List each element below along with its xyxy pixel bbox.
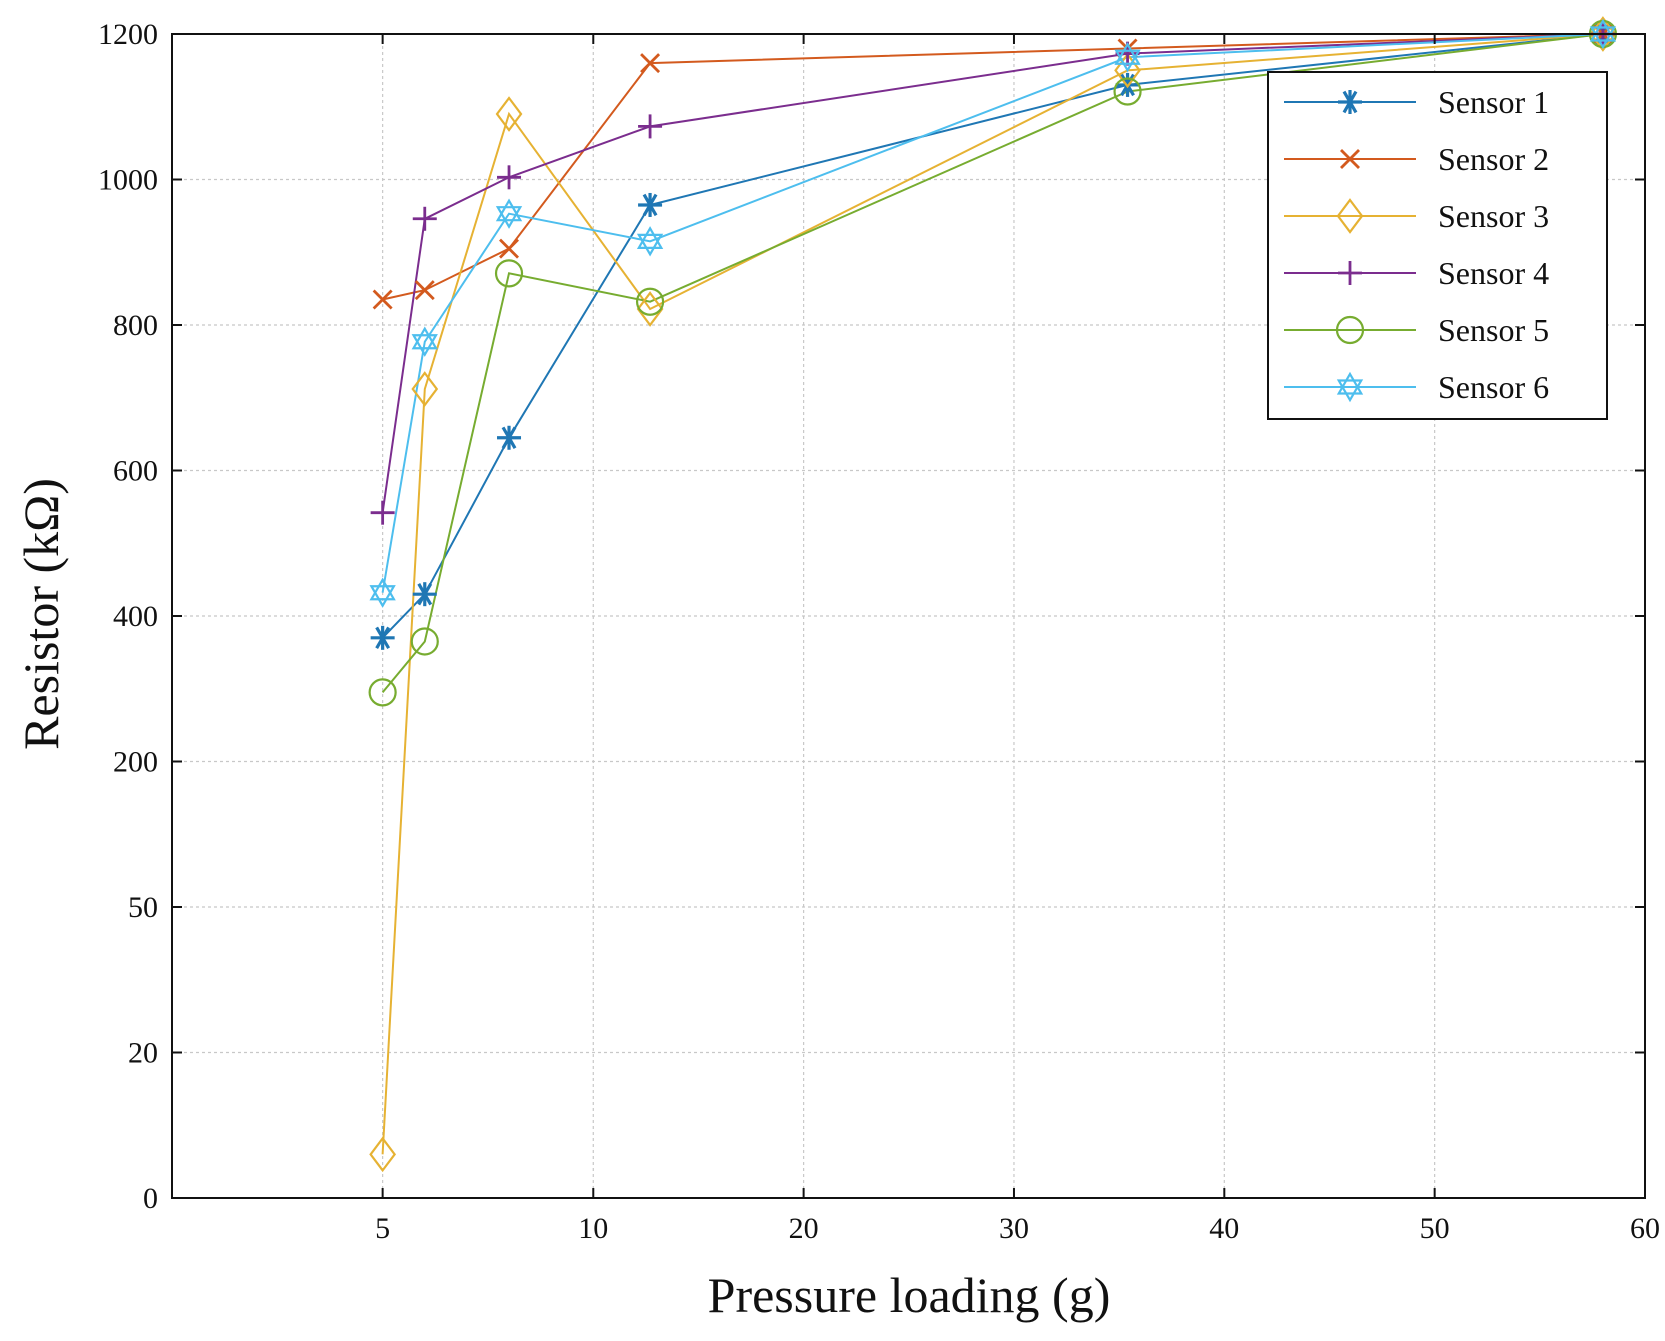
sensor-6-point	[369, 577, 396, 608]
sensor-2-point	[499, 238, 520, 259]
sensor-5-point	[410, 627, 439, 656]
series-lines	[381, 33, 1604, 1155]
y-tick-label: 800	[113, 309, 158, 342]
legend-label: Sensor 4	[1438, 255, 1549, 291]
sensor-3-point	[369, 1136, 397, 1173]
y-tick-label: 600	[113, 455, 158, 488]
legend-item-sensor-3: Sensor 3	[1284, 198, 1549, 234]
sensor-1-line	[381, 33, 1604, 639]
sensor-2-point	[640, 53, 661, 74]
sensor-5-point	[1113, 77, 1142, 106]
sensor-4-line	[381, 33, 1603, 513]
x-tick-label: 5	[375, 1212, 390, 1245]
sensor-6-point	[495, 198, 523, 229]
x-tick-label: 20	[789, 1212, 819, 1245]
sensor-4-point	[638, 114, 663, 139]
y-tick-label: 1200	[98, 18, 158, 51]
y-tick-label: 400	[113, 600, 158, 633]
sensor-2-point	[414, 280, 435, 301]
sensor-4-point	[497, 165, 522, 190]
sensor-6-point	[1589, 18, 1617, 50]
sensor-1-point	[497, 425, 522, 450]
y-tick-label: 50	[128, 891, 158, 924]
sensor-3-point	[1589, 16, 1617, 52]
sensor-6-point	[1114, 42, 1141, 73]
legend-marker	[1336, 198, 1364, 234]
legend-marker	[1336, 371, 1364, 403]
series-markers	[368, 16, 1618, 1173]
legend-label: Sensor 2	[1438, 141, 1549, 177]
legend-item-sensor-5: Sensor 5	[1284, 312, 1549, 348]
sensor-5-line	[381, 33, 1604, 694]
x-tick-label: 30	[999, 1212, 1029, 1245]
y-tick-labels: 0 20 50 200 400 600 800 1000 1200	[98, 18, 158, 1215]
sensor-1-point	[412, 582, 437, 607]
sensor-3-line	[381, 33, 1603, 1155]
sensor-3-point	[1114, 52, 1141, 89]
sensor-1-point	[370, 625, 395, 650]
legend-marker	[1338, 261, 1362, 285]
axis-ticks	[172, 33, 1646, 1199]
sensor-3-point	[636, 291, 664, 327]
sensor-5-point	[635, 287, 665, 316]
sensor-6-point	[411, 326, 438, 357]
legend-label: Sensor 6	[1438, 369, 1549, 405]
sensor-3-point	[411, 371, 439, 407]
sensor-2-line	[382, 33, 1603, 301]
x-tick-label: 60	[1630, 1212, 1660, 1245]
sensor-4-point	[370, 500, 395, 525]
y-axis-label: Resistor (kΩ)	[13, 478, 69, 750]
x-tick-labels: 5 10 20 30 40 50 60	[375, 1212, 1660, 1245]
y-tick-label: 0	[143, 1182, 158, 1215]
sensor-2-point	[372, 289, 393, 310]
legend-label: Sensor 1	[1438, 84, 1549, 120]
sensor-6-point	[636, 226, 664, 257]
legend-box	[1267, 71, 1608, 420]
x-tick-label: 50	[1420, 1212, 1450, 1245]
x-tick-label: 40	[1209, 1212, 1239, 1245]
legend-marker	[1335, 315, 1365, 345]
y-tick-label: 200	[113, 746, 158, 779]
legend-label: Sensor 5	[1438, 312, 1549, 348]
legend: Sensor 1 Sensor 2 Sensor 3 Sensor 4 Sensor 5…	[1267, 71, 1608, 420]
x-tick-label: 10	[578, 1212, 608, 1245]
sensor-4-point	[412, 206, 437, 231]
legend-label: Sensor 3	[1438, 198, 1549, 234]
sensor-3-point	[495, 96, 523, 132]
legend-marker	[1338, 90, 1362, 114]
legend-item-sensor-6: Sensor 6	[1284, 369, 1549, 405]
legend-item-sensor-4: Sensor 4	[1284, 255, 1549, 291]
x-axis-label: Pressure loading (g)	[708, 1267, 1111, 1323]
sensor-5-point	[494, 259, 524, 288]
legend-item-sensor-2: Sensor 2	[1284, 141, 1549, 177]
sensor-5-point	[368, 678, 397, 707]
y-tick-label: 20	[128, 1037, 158, 1070]
y-tick-label: 1000	[98, 164, 158, 197]
legend-marker	[1340, 149, 1360, 169]
sensor-1-point	[638, 192, 663, 217]
legend-item-sensor-1: Sensor 1	[1284, 84, 1549, 120]
